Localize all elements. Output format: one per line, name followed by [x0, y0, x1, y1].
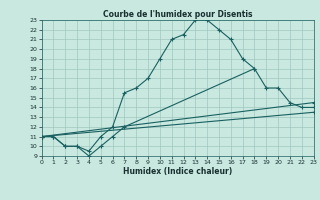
- Title: Courbe de l'humidex pour Disentis: Courbe de l'humidex pour Disentis: [103, 10, 252, 19]
- X-axis label: Humidex (Indice chaleur): Humidex (Indice chaleur): [123, 167, 232, 176]
